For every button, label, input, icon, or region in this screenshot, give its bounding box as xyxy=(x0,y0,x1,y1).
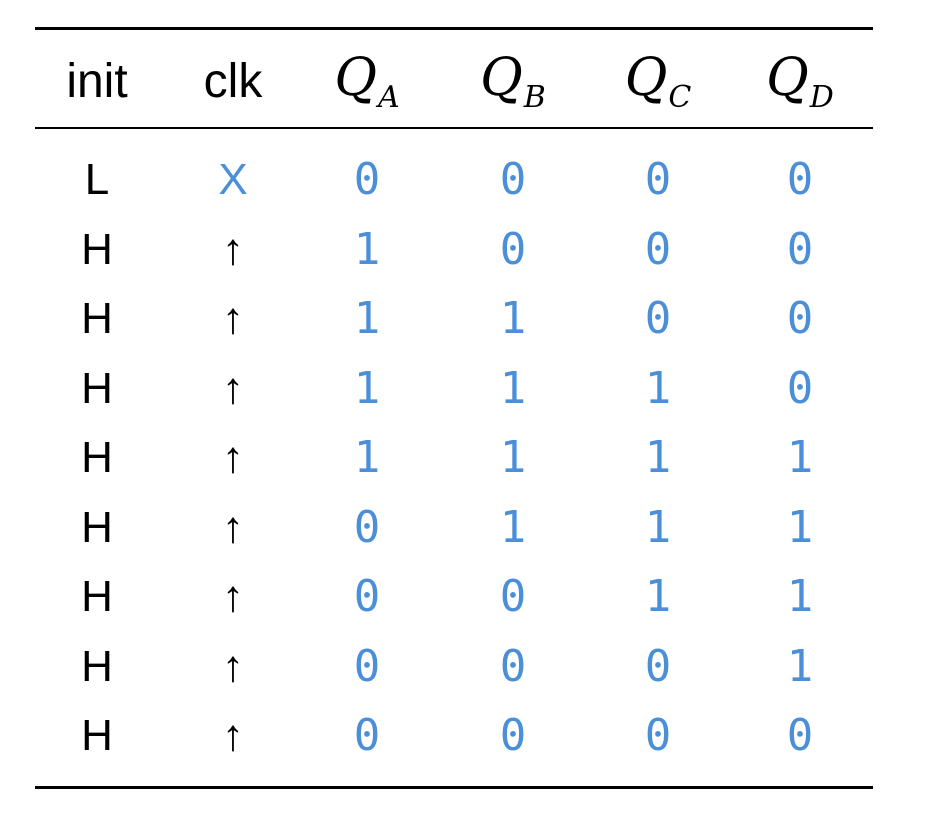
cell-init: H xyxy=(81,572,113,621)
header-qb-sub: B xyxy=(523,80,546,115)
cell-qa: 1 xyxy=(353,223,381,275)
cell-qb: 1 xyxy=(499,501,527,553)
cell-qd: 1 xyxy=(786,432,814,483)
cell-clk: ↑ xyxy=(222,433,244,482)
cell-init: H xyxy=(81,363,113,413)
cell-qc: 0 xyxy=(644,293,672,344)
cell-qa: 1 xyxy=(353,293,381,344)
cell-clk: ↑ xyxy=(222,294,244,343)
cell-qa: 0 xyxy=(353,710,381,761)
header-qc-sub: C xyxy=(668,80,692,115)
cell-qc: 0 xyxy=(644,640,672,692)
header-qa-base: Q xyxy=(334,48,377,108)
cell-qc: 1 xyxy=(644,571,672,622)
cell-qd: 1 xyxy=(786,571,814,622)
cell-qb: 0 xyxy=(499,154,527,205)
header-rule xyxy=(35,127,873,129)
header-qd-sub: D xyxy=(809,80,834,115)
header-qc-base: Q xyxy=(624,48,668,108)
cell-qc: 0 xyxy=(644,710,672,761)
cell-init: L xyxy=(84,155,110,204)
cell-clk: ↑ xyxy=(222,363,244,413)
cell-init: H xyxy=(81,433,113,482)
cell-qd: 0 xyxy=(786,223,814,275)
header-qa: QA xyxy=(334,52,399,113)
cell-qa: 0 xyxy=(353,154,381,205)
cell-init: H xyxy=(81,502,113,552)
header-qa-sub: A xyxy=(377,80,400,115)
cell-qb: 1 xyxy=(499,362,527,414)
cell-qa: 0 xyxy=(353,571,381,622)
cell-qc: 1 xyxy=(644,362,672,414)
bottom-rule xyxy=(35,786,873,789)
cell-qc: 1 xyxy=(644,432,672,483)
cell-clk: X xyxy=(218,155,248,204)
cell-qc: 0 xyxy=(644,154,672,205)
header-init: init xyxy=(66,55,128,108)
cell-qd: 1 xyxy=(786,501,814,553)
cell-qb: 1 xyxy=(499,432,527,483)
header-clk: clk xyxy=(203,55,263,108)
cell-qb: 1 xyxy=(499,293,527,344)
cell-qa: 0 xyxy=(353,501,381,553)
cell-qd: 1 xyxy=(786,640,814,692)
cell-qa: 1 xyxy=(353,362,381,414)
cell-clk: ↑ xyxy=(222,711,244,760)
cell-qc: 1 xyxy=(644,501,672,553)
cell-qa: 0 xyxy=(353,640,381,692)
cell-init: H xyxy=(81,711,113,760)
cell-qb: 0 xyxy=(499,640,527,692)
top-rule xyxy=(35,27,873,30)
cell-init: H xyxy=(81,641,113,691)
cell-clk: ↑ xyxy=(222,224,244,274)
cell-init: H xyxy=(81,294,113,343)
cell-qd: 0 xyxy=(786,710,814,761)
cell-qb: 0 xyxy=(499,571,527,622)
cell-qb: 0 xyxy=(499,223,527,275)
header-qc: QC xyxy=(625,52,692,113)
header-qd: QD xyxy=(766,52,834,113)
cell-qd: 0 xyxy=(786,293,814,344)
cell-clk: ↑ xyxy=(222,572,244,621)
cell-clk: ↑ xyxy=(222,641,244,691)
cell-qb: 0 xyxy=(499,710,527,761)
cell-qd: 0 xyxy=(786,362,814,414)
header-qb-base: Q xyxy=(480,48,523,108)
header-qb: QB xyxy=(480,52,546,113)
header-qd-base: Q xyxy=(766,48,809,108)
cell-init: H xyxy=(81,224,113,274)
cell-qc: 0 xyxy=(644,223,672,275)
cell-qd: 0 xyxy=(786,154,814,205)
cell-clk: ↑ xyxy=(222,502,244,552)
cell-qa: 1 xyxy=(353,432,381,483)
